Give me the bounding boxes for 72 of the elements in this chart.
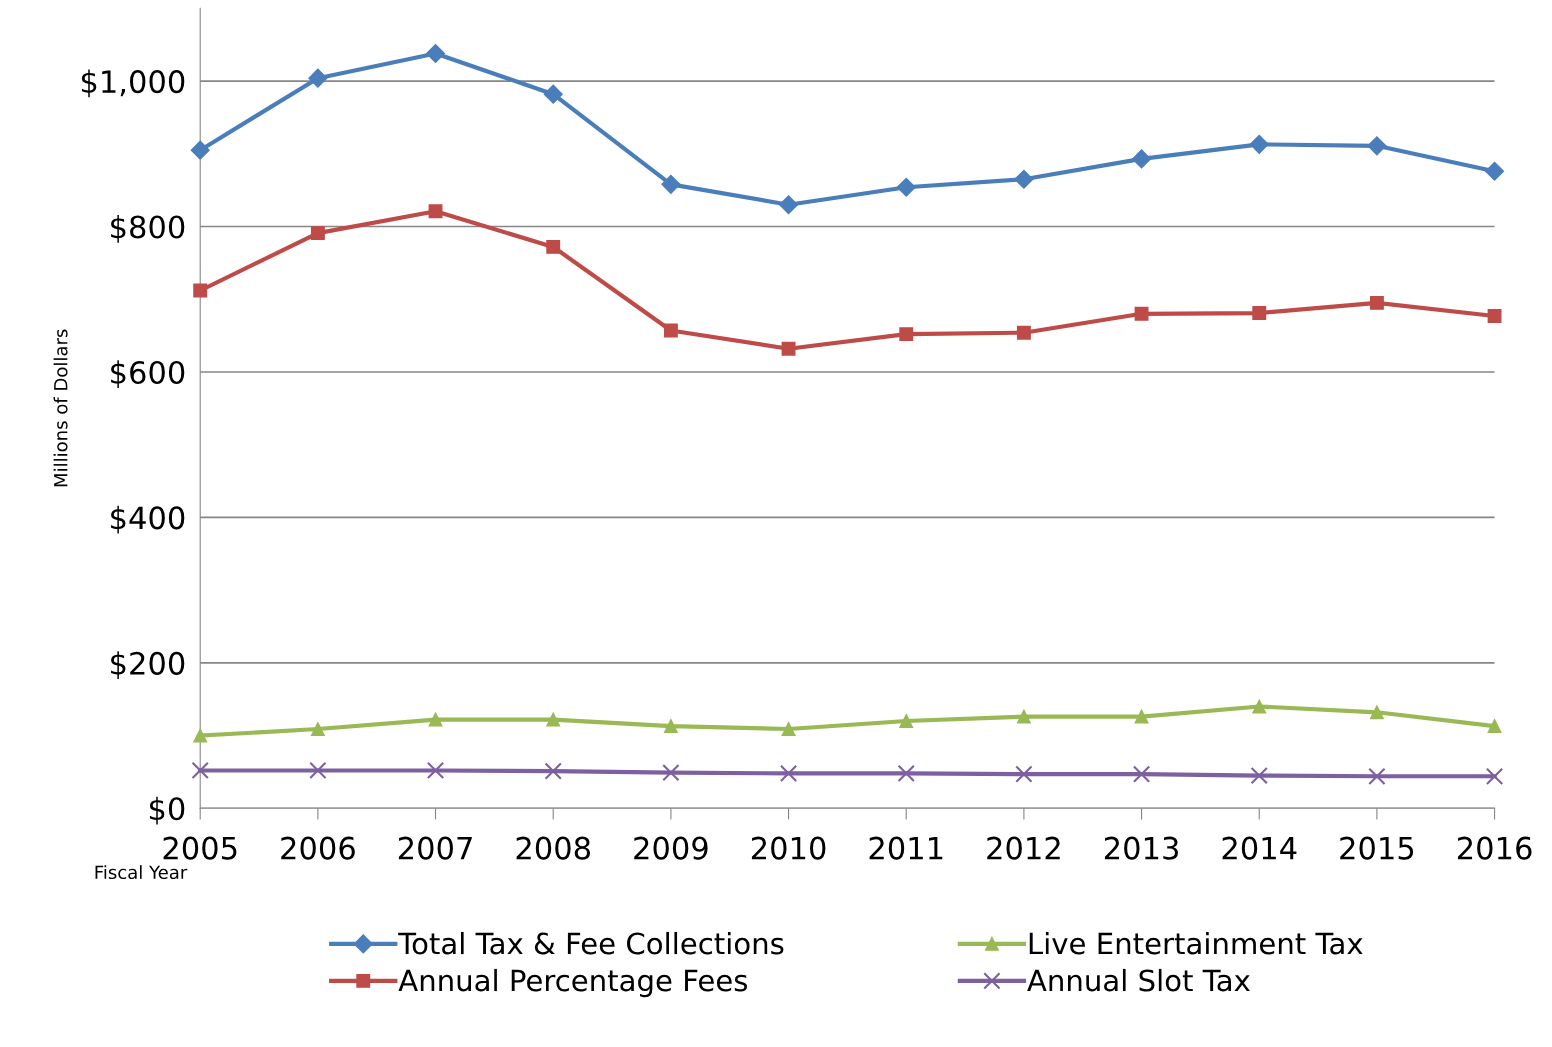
legend-label: Live Entertainment Tax: [1029, 931, 1363, 955]
point: [1014, 169, 1034, 189]
legend-label: Total Tax & Fee Collections: [398, 931, 784, 955]
point: [428, 712, 443, 727]
x-tick-label: 2015: [1340, 836, 1414, 860]
x-tick-label: 2012: [987, 836, 1060, 860]
point: [1249, 134, 1269, 154]
point: [310, 226, 325, 241]
y-tick-label: $200: [111, 651, 185, 679]
point: [1368, 767, 1386, 785]
point: [899, 714, 914, 728]
x-tick-label: 2014: [1222, 836, 1297, 860]
x-tick-label: 2008: [516, 836, 591, 860]
point: [1487, 309, 1502, 323]
x-tick-label: 2013: [1104, 836, 1178, 860]
x-axis-title: Fiscal Year: [95, 865, 188, 880]
point: [546, 712, 561, 727]
point: [1485, 161, 1505, 181]
x-tick-label: 2007: [398, 836, 472, 860]
point: [1132, 149, 1152, 169]
point: [1252, 306, 1267, 321]
point: [1016, 709, 1031, 724]
point: [1369, 705, 1384, 720]
point: [779, 195, 799, 215]
legend-label: Annual Percentage Fees: [398, 968, 748, 998]
point: [544, 762, 562, 780]
point: [781, 722, 796, 736]
y-tick-label: $800: [111, 214, 185, 243]
point: [1015, 765, 1033, 783]
point: [779, 764, 798, 783]
point: [897, 764, 915, 783]
point: [191, 761, 209, 780]
point: [1369, 295, 1384, 310]
x-tick-label: 2011: [869, 836, 943, 860]
point: [543, 84, 563, 104]
x-tick-label: 2016: [1457, 836, 1532, 860]
point: [1134, 709, 1149, 724]
point: [190, 140, 210, 160]
point: [1487, 719, 1502, 734]
y-axis-title: Millions of Dollars: [53, 329, 68, 487]
point: [193, 283, 208, 298]
point: [1252, 699, 1267, 714]
point: [546, 239, 561, 254]
point: [1016, 325, 1031, 340]
point: [309, 761, 327, 780]
point: [663, 719, 678, 734]
point: [308, 68, 328, 88]
point: [1134, 306, 1149, 321]
point: [899, 327, 914, 342]
x-tick-label: 2010: [751, 836, 826, 860]
point: [1485, 767, 1504, 785]
point: [661, 174, 681, 194]
point: [310, 722, 325, 736]
x-tick-label: 2009: [634, 836, 708, 860]
point: [662, 763, 680, 782]
point: [426, 761, 445, 780]
x-tick-label: 2005: [163, 836, 237, 860]
point: [1132, 765, 1151, 783]
point: [193, 728, 208, 743]
y-tick-label: $1,000: [81, 69, 185, 98]
point: [426, 43, 446, 63]
point: [1250, 766, 1268, 785]
point: [663, 323, 678, 338]
point: [896, 177, 916, 197]
y-tick-label: $400: [111, 505, 185, 534]
x-tick-label: 2006: [281, 836, 355, 860]
point: [428, 204, 443, 219]
y-tick-label: $600: [111, 360, 185, 389]
legend-label: Annual Slot Tax: [1027, 968, 1250, 992]
y-tick-label: $0: [149, 796, 185, 825]
point: [781, 341, 796, 356]
point: [1367, 136, 1387, 156]
